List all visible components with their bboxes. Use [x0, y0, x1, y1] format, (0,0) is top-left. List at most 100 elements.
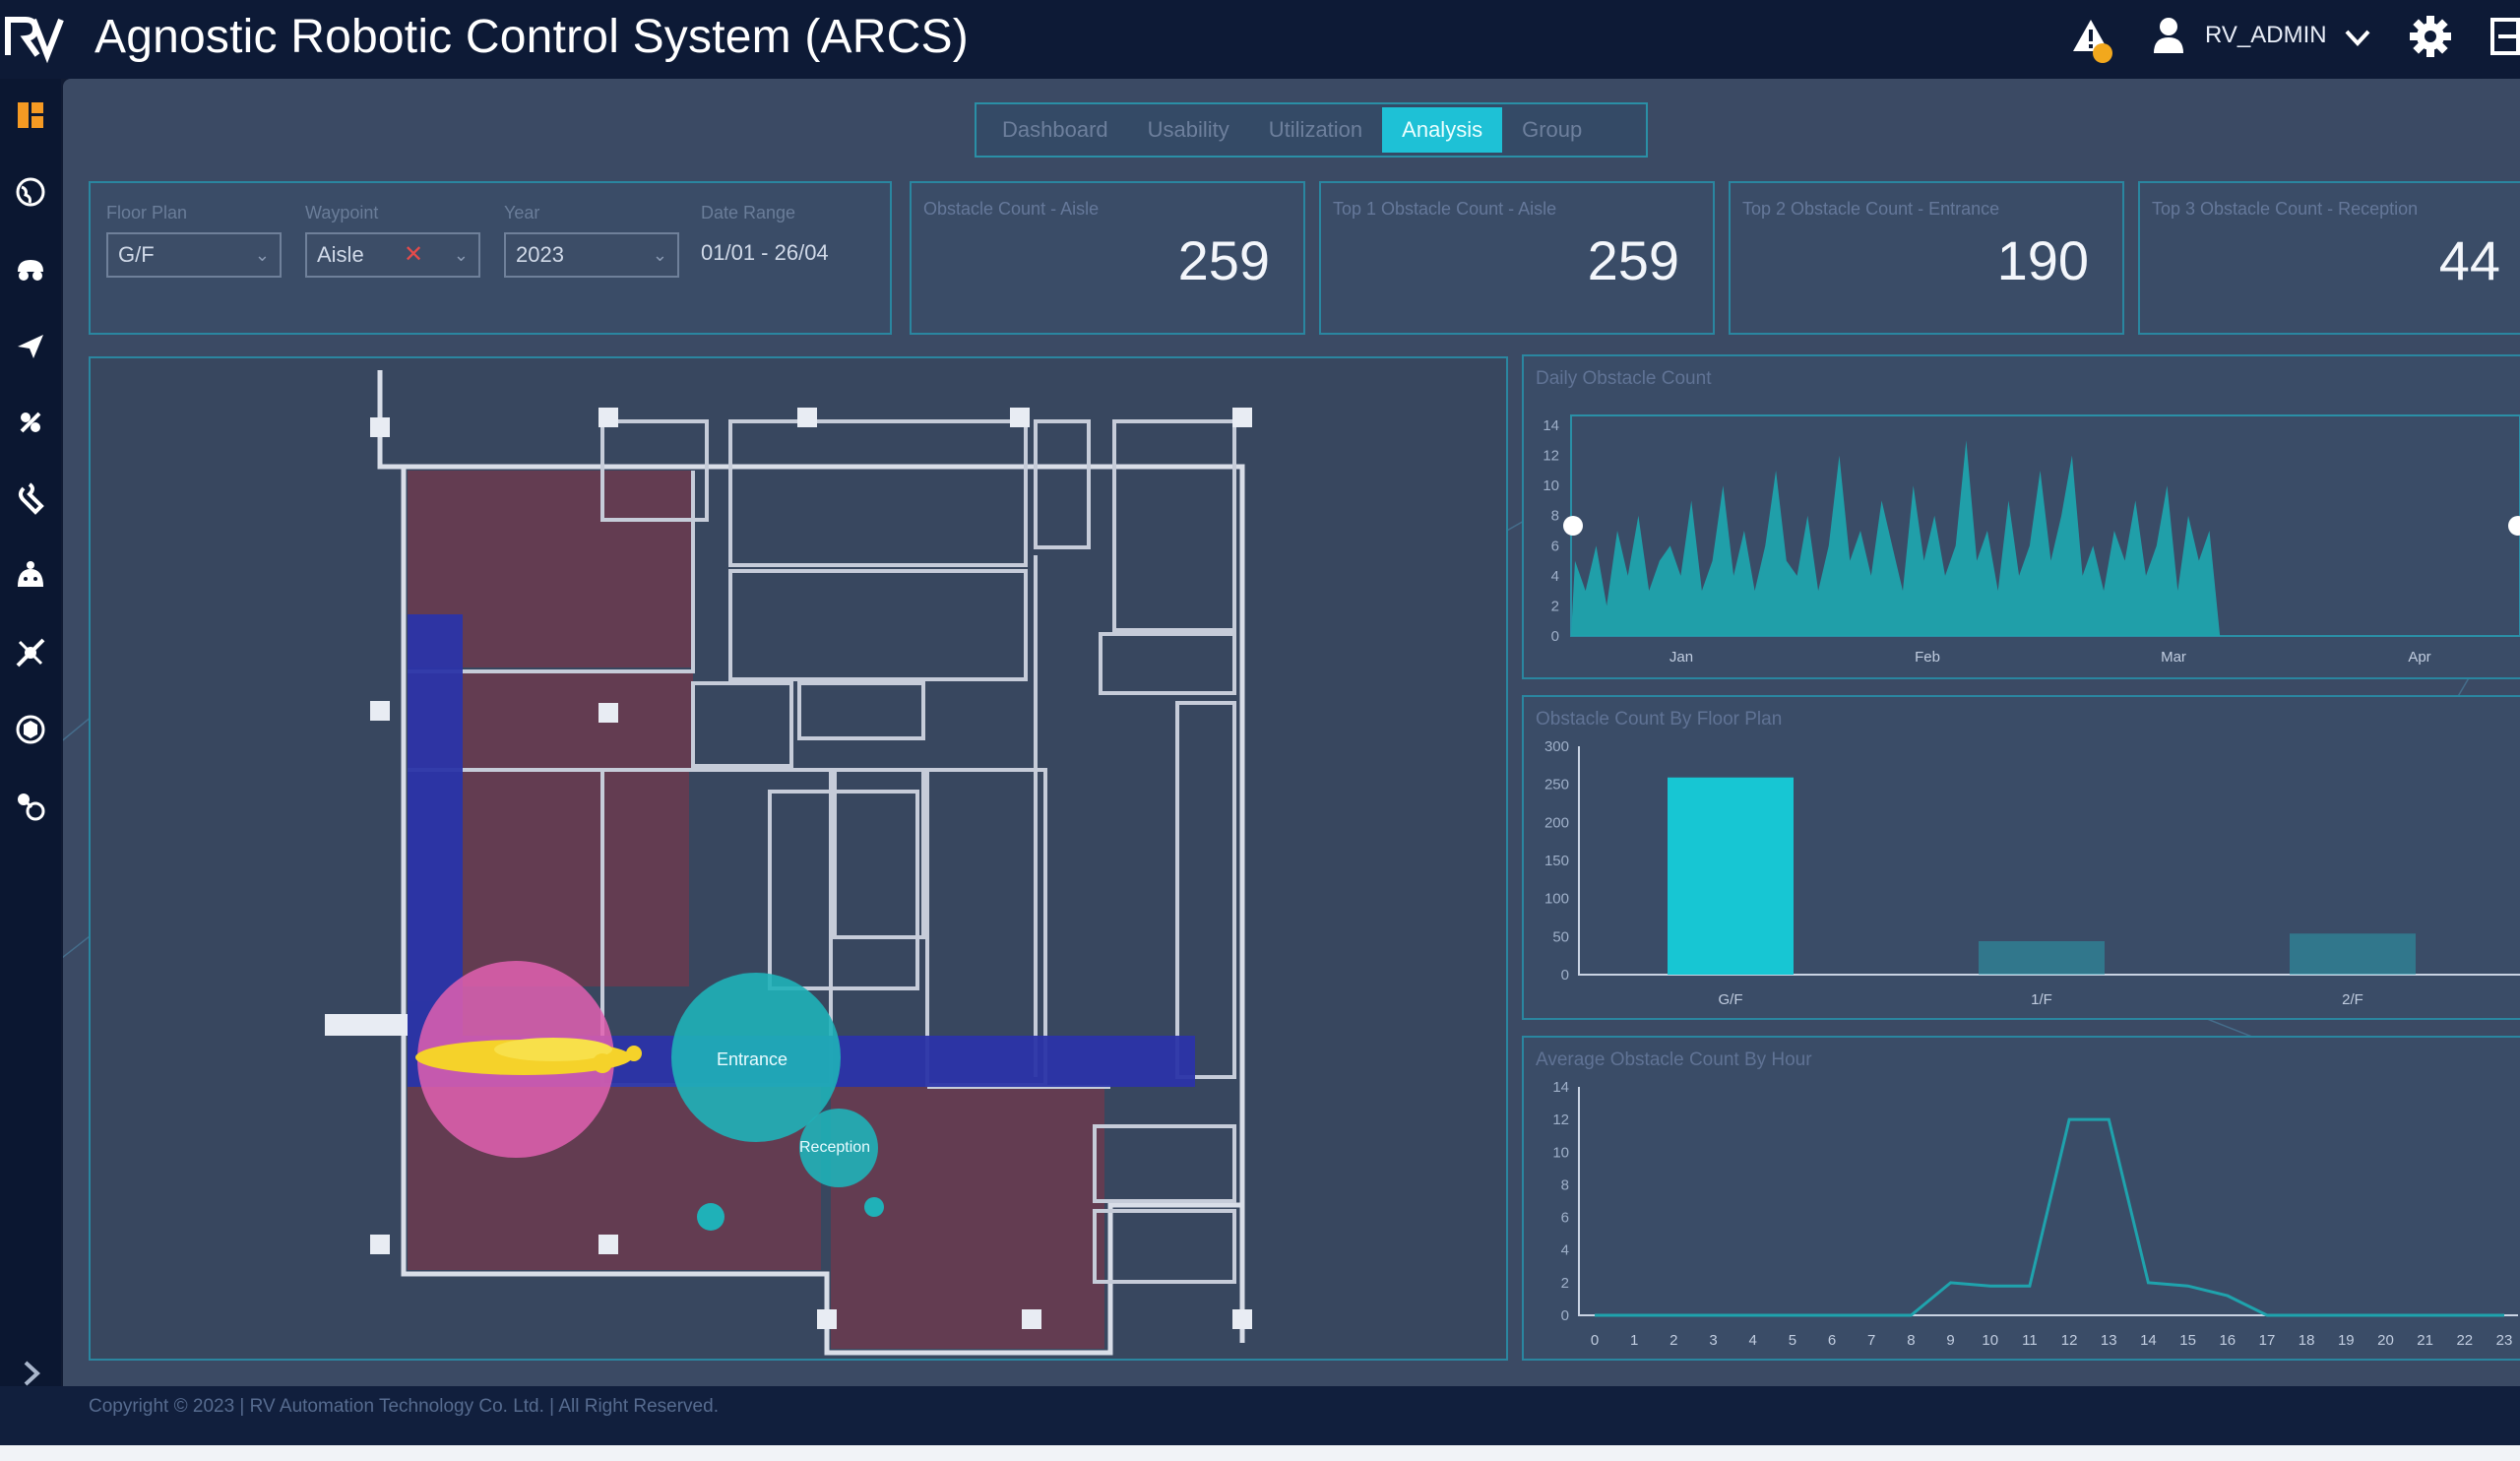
alert-icon[interactable]	[2071, 14, 2114, 65]
daily-chart-card: Daily Obstacle Count 0 2 4 6 8 10 12 14 Jan Feb Ma…	[1522, 354, 2520, 679]
year-label: Year	[504, 203, 540, 222]
floor-chart-card: Obstacle Count By Floor Plan 0 50 100 150 20…	[1522, 695, 2520, 1020]
date-range-value[interactable]: 01/01 - 26/04	[701, 240, 829, 265]
robot-icon[interactable]	[14, 252, 47, 286]
map-label-entrance: Entrance	[717, 1049, 788, 1069]
kpi-label: Top 2 Obstacle Count - Entrance	[1742, 199, 2000, 219]
y-tick-label: 6	[1561, 1210, 1569, 1227]
y-tick-label: 4	[1551, 568, 1559, 585]
x-tick-label: 17	[2259, 1332, 2276, 1349]
axis-lines	[1578, 1087, 2518, 1316]
x-tick-label: 9	[1946, 1332, 1954, 1349]
chevron-down-icon[interactable]	[2343, 26, 2372, 49]
year-select[interactable]: 2023 ⌄	[504, 232, 679, 278]
satellite-icon[interactable]	[14, 406, 47, 439]
y-tick-label: 4	[1561, 1242, 1569, 1259]
y-tick-label: 14	[1543, 417, 1559, 434]
y-tick-label: 6	[1551, 538, 1559, 554]
daily-obstacle-chart[interactable]: 0 2 4 6 8 10 12 14 Jan Feb Mar Apr	[1524, 356, 2520, 679]
chevron-down-icon: ⌄	[453, 245, 469, 265]
chart-title: Daily Obstacle Count	[1536, 368, 1712, 389]
floor-plan-select[interactable]: G/F ⌄	[106, 232, 282, 278]
user-icon[interactable]	[2152, 16, 2185, 55]
x-tick-label: 7	[1867, 1332, 1875, 1349]
waypoint-value: Aisle	[317, 242, 364, 267]
x-tick-label: Feb	[1915, 649, 1940, 666]
hour-chart-card: Average Obstacle Count By Hour 0 2 4 6 8 10 12…	[1522, 1036, 2520, 1361]
range-handle-left	[1563, 516, 1583, 536]
x-tick-label: 20	[2377, 1332, 2394, 1349]
view-tabs: Dashboard Usability Utilization Analysis…	[975, 102, 1648, 158]
kpi-card-top2: Top 2 Obstacle Count - Entrance 190	[1729, 181, 2124, 335]
user-name[interactable]: RV_ADMIN	[2205, 22, 2327, 48]
waypoint-select[interactable]: Aisle ✕ ⌄	[305, 232, 480, 278]
x-tick-label: 12	[2061, 1332, 2078, 1349]
top-bar: Agnostic Robotic Control System (ARCS) R…	[0, 0, 2520, 79]
y-tick-label: 8	[1551, 508, 1559, 525]
x-tick-label: 8	[1907, 1332, 1915, 1349]
year-value: 2023	[516, 242, 564, 267]
chevron-right-icon[interactable]	[14, 1357, 47, 1390]
x-tick-label: G/F	[1719, 991, 1743, 1008]
gear-icon[interactable]	[2408, 14, 2453, 59]
x-tick-label: 13	[2101, 1332, 2117, 1349]
floor-plan-value: G/F	[118, 242, 155, 267]
bar-2/F	[2290, 933, 2416, 975]
y-tick-label: 0	[1561, 967, 1569, 984]
bar-G/F	[1668, 777, 1794, 975]
y-tick-label: 0	[1561, 1307, 1569, 1324]
kpi-label: Top 3 Obstacle Count - Reception	[2152, 199, 2419, 219]
x-tick-label: 23	[2496, 1332, 2513, 1349]
x-tick-label: 5	[1789, 1332, 1796, 1349]
x-tick-label: Jan	[1670, 649, 1693, 666]
chevron-down-icon: ⌄	[254, 245, 270, 265]
y-tick-label: 2	[1551, 598, 1559, 614]
tab-analysis[interactable]: Analysis	[1382, 107, 1503, 153]
tab-dashboard[interactable]: Dashboard	[1002, 117, 1108, 142]
floor-obstacle-chart[interactable]: 0 50 100 150 200 250 300 G/F 1/F 2/F	[1524, 697, 2520, 1020]
x-tick-label: 6	[1828, 1332, 1836, 1349]
map-label-reception: Reception	[799, 1139, 870, 1156]
x-tick-label: 1	[1630, 1332, 1638, 1349]
waypoint-label: Waypoint	[305, 203, 379, 222]
kpi-value: 259	[1587, 229, 1679, 291]
kpi-label: Obstacle Count - Aisle	[923, 199, 1100, 219]
y-tick-label: 10	[1552, 1144, 1569, 1161]
daily-area-series	[1571, 440, 2516, 636]
cube-icon[interactable]	[14, 713, 47, 746]
y-tick-label: 50	[1552, 928, 1569, 945]
kpi-card-top1: Top 1 Obstacle Count - Aisle 259	[1319, 181, 1715, 335]
x-tick-label: 1/F	[2031, 991, 2052, 1008]
sidebar	[0, 79, 61, 1457]
range-handle-right	[2508, 516, 2520, 536]
tools-icon[interactable]	[14, 636, 47, 669]
x-tick-label: 2/F	[2342, 991, 2363, 1008]
tab-utilization[interactable]: Utilization	[1268, 117, 1363, 142]
logout-icon[interactable]	[2488, 16, 2520, 57]
tab-usability[interactable]: Usability	[1147, 117, 1229, 142]
kpi-value: 44	[2438, 229, 2500, 291]
y-tick-label: 2	[1561, 1275, 1569, 1292]
floor-map-panel[interactable]: Entrance Reception	[89, 356, 1508, 1361]
clear-icon[interactable]: ✕	[404, 241, 424, 268]
x-tick-label: Apr	[2408, 649, 2430, 666]
dashboard-icon[interactable]	[14, 98, 47, 132]
x-tick-label: 15	[2179, 1332, 2196, 1349]
globe-icon[interactable]	[14, 175, 47, 209]
floor-plan-map[interactable]: Entrance Reception	[91, 358, 1506, 1359]
x-tick-label: 11	[2022, 1332, 2038, 1349]
send-icon[interactable]	[14, 329, 47, 362]
filter-panel: Floor Plan G/F ⌄ Waypoint Aisle ✕ ⌄ Year…	[89, 181, 892, 335]
nodes-icon[interactable]	[14, 790, 47, 823]
floor-plan-label: Floor Plan	[106, 203, 188, 222]
kpi-card-aisle: Obstacle Count - Aisle 259	[910, 181, 1305, 335]
x-tick-label: 22	[2456, 1332, 2473, 1349]
droid-icon[interactable]	[14, 559, 47, 593]
wrench-icon[interactable]	[14, 482, 47, 516]
tab-group[interactable]: Group	[1522, 117, 1583, 142]
footer-copyright: Copyright © 2023 | RV Automation Technol…	[89, 1396, 719, 1417]
x-tick-label: Mar	[2161, 649, 2186, 666]
y-tick-label: 8	[1561, 1176, 1569, 1193]
x-tick-label: 2	[1670, 1332, 1677, 1349]
